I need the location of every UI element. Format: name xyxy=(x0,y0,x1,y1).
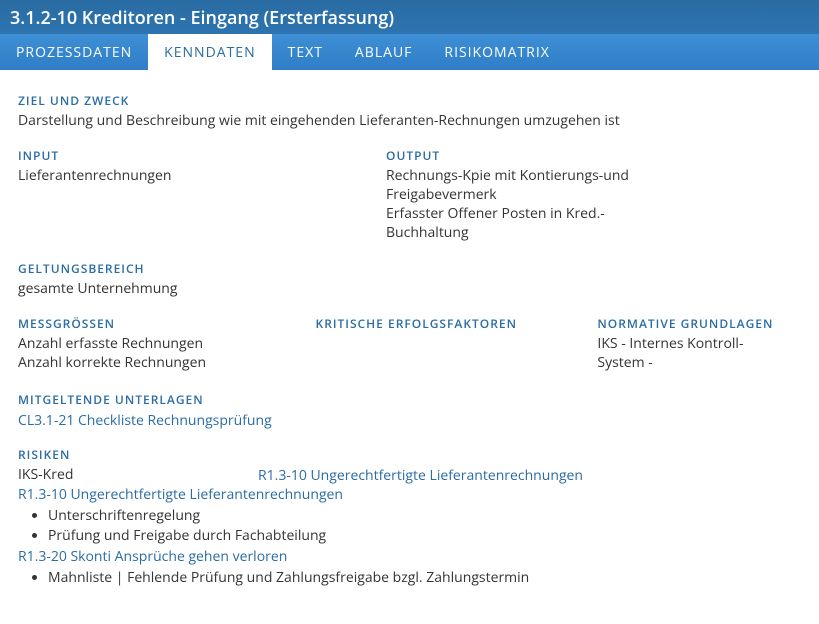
label-ziel: ZIEL UND ZWECK xyxy=(18,92,801,109)
page-title: 3.1.2-10 Kreditoren - Eingang (Ersterfas… xyxy=(10,6,394,30)
label-kritisch: KRITISCHE ERFOLGSFAKTOREN xyxy=(316,315,578,332)
tab-risikomatrix[interactable]: RISIKOMATRIX xyxy=(428,34,565,70)
label-input: INPUT xyxy=(18,147,366,164)
label-mitgeltend: MITGELTENDE UNTERLAGEN xyxy=(18,391,801,408)
link-checkliste[interactable]: CL3.1-21 Checkliste Rechnungsprüfung xyxy=(18,411,801,430)
bullet-2a: Mahnliste | Fehlende Prüfung und Zahlung… xyxy=(48,568,801,588)
value-output: Rechnungs-Kpie mit Kontierungs-und Freig… xyxy=(386,167,646,243)
section-mitgeltend: MITGELTENDE UNTERLAGEN CL3.1-21 Checklis… xyxy=(18,391,801,430)
value-mess: Anzahl erfasste Rechnungen Anzahl korrek… xyxy=(18,335,296,373)
risk-left: IKS-Kred xyxy=(18,466,258,485)
tab-text[interactable]: TEXT xyxy=(272,34,339,70)
value-normativ: IKS - Internes Kontroll-System - xyxy=(597,335,781,373)
bullet-1a: Unterschriftenregelung xyxy=(48,506,801,526)
section-mess: MESSGRÖSSEN Anzahl erfasste Rechnungen A… xyxy=(18,315,316,373)
tab-bar: PROZESSDATEN KENNDATEN TEXT ABLAUF RISIK… xyxy=(0,34,819,70)
bullet-1b: Prüfung und Freigabe durch Fachabteilung xyxy=(48,526,801,546)
section-normativ: NORMATIVE GRUNDLAGEN IKS - Internes Kont… xyxy=(597,315,801,373)
risk-bullets1: Unterschriftenregelung Prüfung und Freig… xyxy=(18,506,801,545)
section-kritisch: KRITISCHE ERFOLGSFAKTOREN xyxy=(316,315,598,373)
value-ziel: Darstellung und Beschreibung wie mit ein… xyxy=(18,112,801,131)
section-ziel: ZIEL UND ZWECK Darstellung und Beschreib… xyxy=(18,92,801,131)
risk-link1[interactable]: R1.3-10 Ungerechtfertigte Lieferantenrec… xyxy=(18,485,801,504)
section-output: OUTPUT Rechnungs-Kpie mit Kontierungs-un… xyxy=(386,147,801,243)
output-line1: Rechnungs-Kpie mit Kontierungs-und Freig… xyxy=(386,167,646,205)
section-geltung: GELTUNGSBEREICH gesamte Unternehmung xyxy=(18,260,801,299)
label-risiken: RISIKEN xyxy=(18,446,801,463)
risk-bullets2: Mahnliste | Fehlende Prüfung und Zahlung… xyxy=(18,568,801,588)
risk-right-link[interactable]: R1.3-10 Ungerechtfertigte Lieferantenrec… xyxy=(258,466,583,485)
page-header: 3.1.2-10 Kreditoren - Eingang (Ersterfas… xyxy=(0,0,819,34)
output-line2: Erfasster Offener Posten in Kred.-Buchha… xyxy=(386,205,646,243)
row-input-output: INPUT Lieferantenrechnungen OUTPUT Rechn… xyxy=(18,147,801,243)
tab-ablauf[interactable]: ABLAUF xyxy=(339,34,429,70)
risk-link2[interactable]: R1.3-20 Skonti Ansprüche gehen verloren xyxy=(18,547,801,566)
section-input: INPUT Lieferantenrechnungen xyxy=(18,147,386,243)
risk-row: IKS-Kred R1.3-10 Ungerechtfertigte Liefe… xyxy=(18,466,801,485)
label-output: OUTPUT xyxy=(386,147,781,164)
row-mess-krit-norm: MESSGRÖSSEN Anzahl erfasste Rechnungen A… xyxy=(18,315,801,373)
tab-kenndaten[interactable]: KENNDATEN xyxy=(148,34,271,70)
section-risiken: RISIKEN IKS-Kred R1.3-10 Ungerechtfertig… xyxy=(18,446,801,588)
label-mess: MESSGRÖSSEN xyxy=(18,315,296,332)
value-input: Lieferantenrechnungen xyxy=(18,167,366,186)
content-area: ZIEL UND ZWECK Darstellung und Beschreib… xyxy=(0,70,819,624)
mess-line1: Anzahl erfasste Rechnungen xyxy=(18,335,296,354)
mess-line2: Anzahl korrekte Rechnungen xyxy=(18,354,296,373)
tab-prozessdaten[interactable]: PROZESSDATEN xyxy=(0,34,148,70)
value-geltung: gesamte Unternehmung xyxy=(18,280,801,299)
label-normativ: NORMATIVE GRUNDLAGEN xyxy=(597,315,781,332)
label-geltung: GELTUNGSBEREICH xyxy=(18,260,801,277)
